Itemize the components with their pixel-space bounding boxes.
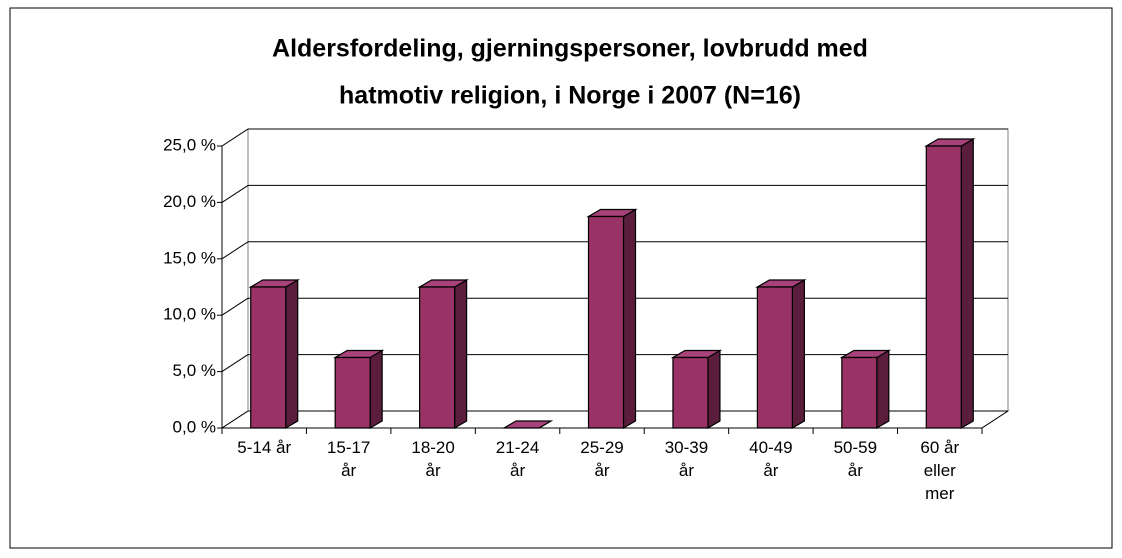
bar-front [334,356,371,429]
chart-title: hatmotiv religion, i Norge i 2007 (N=16) [339,82,801,110]
x-tick-label: 25-29 år [580,438,624,480]
bar-side [369,349,383,430]
bar-front [841,356,878,429]
bar [501,420,554,429]
bar-front [925,145,962,429]
x-tick-label: 30-39 år [664,438,709,480]
bar-front [756,286,793,429]
grid-line [221,184,249,203]
bar-front [672,356,709,429]
bar [670,349,723,430]
x-tick-label: 21-24 år [495,438,540,480]
bar [755,278,807,430]
bar [332,349,385,430]
y-tick-label: 15,0 % [163,248,216,267]
bar-front [250,286,287,429]
x-tick-label: 18-20 år [411,438,455,480]
bar [924,137,976,430]
bar-side [454,278,468,430]
bar [586,208,638,430]
bar-front [587,215,625,429]
bar-side [707,349,721,430]
grid-line [221,354,249,373]
bar-top [501,420,554,429]
x-tick-label: 15-17 år [326,438,371,480]
bar-side [960,137,974,430]
bar [839,349,892,430]
y-tick-label: 25,0 % [163,135,216,154]
chart-title: Aldersfordeling, gjerningspersoner, lovb… [272,35,868,63]
x-tick-label: 50-59 år [833,438,878,480]
x-tick-label: 60 år eller mer [920,438,960,503]
bar-side [622,208,637,430]
x-tick-label: 5-14 år [237,438,292,457]
bar [248,278,300,430]
grid-line [221,128,249,147]
y-tick-label: 5,0 % [173,361,216,380]
floor-edge [981,410,1009,429]
bar [417,278,469,430]
side-wall [221,128,249,429]
bar-side [876,349,890,430]
y-tick-label: 10,0 % [163,305,216,324]
bar-side [285,278,299,430]
grid-line [221,410,249,429]
bar-side [791,278,805,430]
bar-front [419,286,456,429]
y-tick-label: 0,0 % [173,417,216,436]
grid-line [221,297,249,316]
y-tick-label: 20,0 % [163,192,216,211]
x-tick-label: 40-49 år [749,438,793,480]
grid-line [221,241,249,260]
